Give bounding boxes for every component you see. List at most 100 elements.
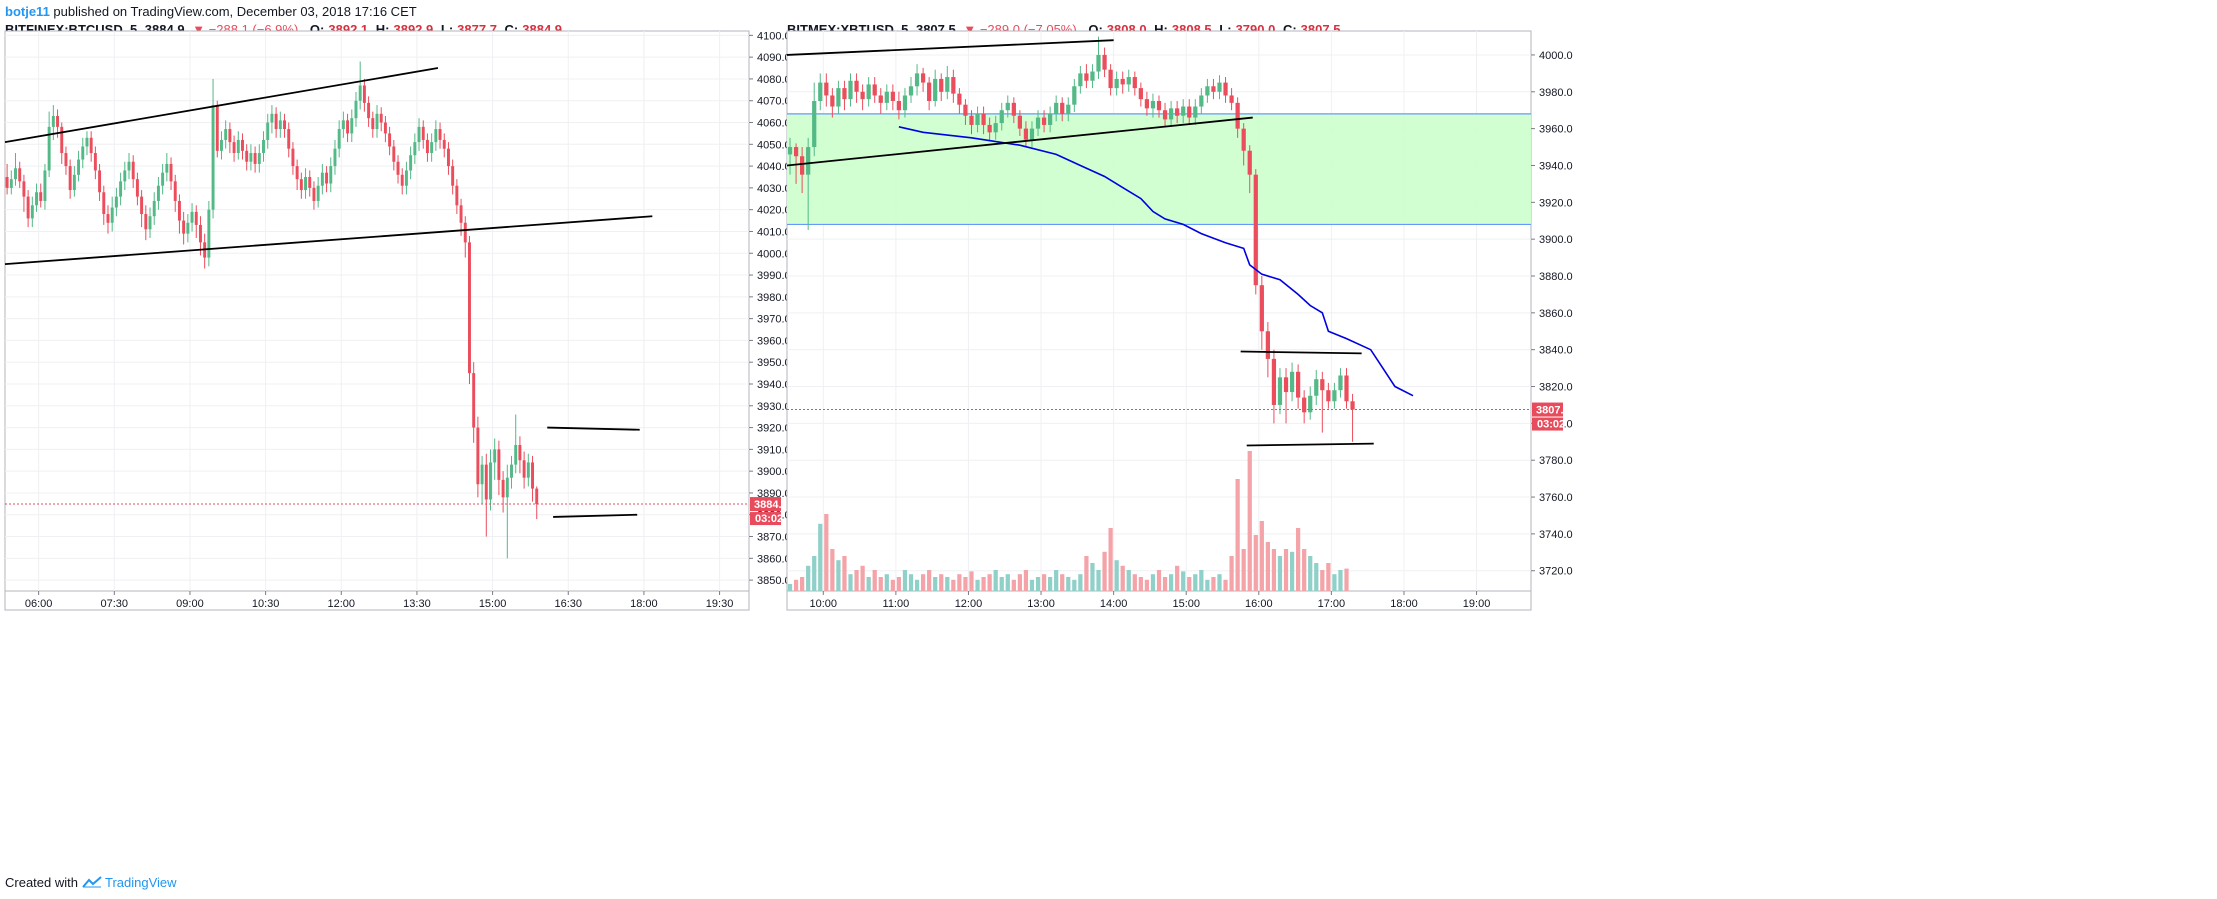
right-volume-bar: [824, 514, 829, 591]
right-price-tick-label: 3980.0: [1539, 87, 1573, 99]
left-candle-body: [497, 449, 501, 480]
right-candle-body: [1277, 377, 1283, 405]
right-price-tick-label: 3940.0: [1539, 160, 1573, 172]
left-candle-body: [131, 161, 135, 180]
left-candle-body: [211, 105, 215, 210]
right-volume-bar: [1102, 551, 1107, 591]
right-volume-bar: [1229, 556, 1234, 591]
right-candle-body: [1096, 54, 1101, 72]
right-candle-body: [1102, 54, 1107, 70]
right-candle-body: [999, 110, 1004, 124]
left-candle-body: [325, 172, 329, 184]
right-volume-bar: [1211, 577, 1216, 591]
right-candle-body: [860, 91, 865, 100]
right-candle-body: [793, 147, 799, 157]
author-name[interactable]: botje11: [5, 4, 50, 19]
left-price-tick-label: 3940.0: [757, 379, 791, 391]
right-candle-body: [927, 82, 932, 101]
right-candle-body: [920, 73, 926, 83]
left-candle-body: [140, 196, 144, 215]
left-candle-body: [501, 479, 505, 498]
right-volume-bar: [866, 577, 871, 591]
left-candle-body: [354, 100, 358, 119]
left-candle-body: [123, 170, 127, 182]
tradingview-brand[interactable]: TradingView: [105, 875, 177, 890]
left-time-tick-label: 15:00: [479, 598, 507, 610]
left-candle-body: [253, 153, 257, 164]
left-candle-body: [400, 174, 404, 186]
right-time-tick-label: 11:00: [883, 598, 910, 610]
left-candle-body: [148, 216, 152, 230]
right-time-tick-label: 15:00: [1172, 598, 1200, 610]
right-price-tick-label: 3960.0: [1539, 124, 1573, 136]
right-volume-bar: [1265, 542, 1270, 591]
right-candle-body: [1326, 390, 1331, 402]
right-candle-body: [1072, 86, 1077, 105]
right-volume-bar: [1302, 549, 1307, 591]
left-candle-body: [329, 166, 333, 184]
right-candle-body: [830, 95, 835, 107]
left-candle-body: [468, 242, 471, 374]
right-volume-bar: [812, 556, 817, 591]
right-candle-body: [1338, 375, 1343, 391]
left-candle-body: [135, 179, 139, 197]
right-time-tick-label: 16:00: [1245, 598, 1273, 610]
left-trendline: [547, 426, 640, 431]
right-volume-bar: [1187, 577, 1192, 591]
left-candle-body: [493, 449, 497, 463]
left-candle-body: [379, 113, 383, 123]
left-candle-body: [89, 137, 93, 154]
right-volume-bar: [1223, 579, 1228, 591]
right-candle-body: [1320, 379, 1325, 391]
left-candle-body: [18, 168, 22, 182]
left-time-tick-label: 16:30: [554, 598, 582, 610]
right-time-tick-label: 19:00: [1463, 598, 1491, 610]
left-candle-body: [182, 220, 186, 234]
left-candle-body: [451, 166, 455, 186]
left-candle-body: [39, 192, 43, 201]
left-candle-body: [43, 170, 47, 201]
right-volume-bar: [1114, 560, 1119, 591]
right-candle-body: [1126, 77, 1131, 85]
right-candle-body: [787, 147, 793, 155]
right-candle-body: [1308, 395, 1313, 413]
left-candle-body: [312, 187, 316, 201]
right-volume-bar: [1181, 571, 1186, 591]
left-candle-body: [371, 118, 375, 130]
right-candle-body: [1108, 69, 1113, 89]
left-candle-body: [295, 166, 299, 180]
left-candle-body: [215, 105, 219, 151]
left-price-tick-label: 4060.0: [757, 118, 791, 130]
right-volume-bar: [1078, 574, 1083, 591]
right-last-price-chip-label: 3807.5: [1536, 405, 1570, 417]
right-candle-body: [1066, 104, 1071, 114]
right-price-tick-label: 3860.0: [1539, 308, 1573, 320]
left-candle-body: [106, 214, 110, 223]
right-volume-bar: [951, 579, 956, 591]
right-candle-body: [1120, 78, 1125, 85]
left-candle-body: [304, 176, 308, 191]
right-volume-bar: [1247, 451, 1252, 591]
right-candle-body: [908, 86, 914, 96]
left-price-tick-label: 3930.0: [757, 401, 791, 413]
left-candle-body: [93, 153, 97, 171]
left-candle-body: [110, 207, 114, 223]
right-candle-body: [1199, 95, 1204, 107]
left-candle-body: [22, 181, 26, 197]
right-volume-bar: [1144, 579, 1150, 591]
right-candle-body: [854, 80, 859, 92]
right-candle-body: [1283, 377, 1289, 393]
left-candle-body: [514, 445, 518, 465]
right-candle-body: [981, 113, 986, 125]
right-volume-bar: [1066, 577, 1071, 591]
left-candle-body: [463, 222, 467, 243]
left-candle-body: [413, 142, 417, 156]
left-candle-body: [375, 113, 379, 130]
left-candle-body: [169, 163, 173, 182]
right-volume-bar: [981, 577, 986, 591]
right-candle-body: [1350, 401, 1355, 410]
right-volume-bar: [1326, 563, 1331, 591]
right-volume-bar: [1017, 574, 1022, 591]
left-price-tick-label: 3900.0: [757, 466, 791, 478]
